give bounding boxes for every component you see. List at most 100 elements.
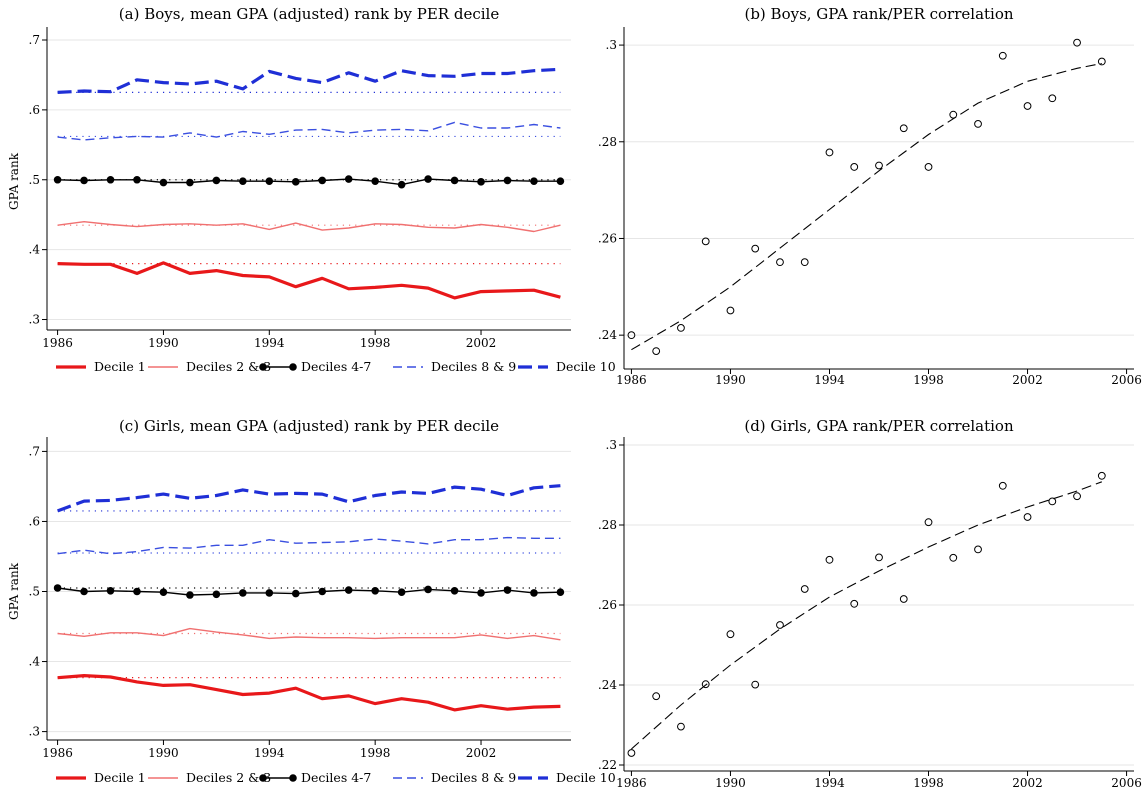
scatter-point — [800, 585, 809, 593]
legend-label-0: Decile 1 — [94, 359, 146, 374]
y-tick-label: .6 — [29, 103, 40, 117]
scatter-point — [701, 237, 710, 246]
scatter-point — [850, 163, 859, 171]
data-point — [371, 586, 379, 595]
scatter-point — [1048, 497, 1057, 506]
data-point — [424, 175, 432, 183]
x-tick-label: 1986 — [616, 373, 647, 387]
scatter-point — [776, 621, 784, 629]
y-tick-label: .4 — [29, 243, 41, 257]
data-point — [265, 589, 274, 597]
x-tick-label: 1994 — [814, 776, 845, 790]
y-tick-label: .28 — [598, 135, 617, 149]
y-tick-label: .3 — [606, 38, 617, 52]
scatter-point — [751, 680, 760, 689]
data-point — [344, 586, 353, 594]
data-point — [397, 588, 406, 597]
data-point — [53, 584, 62, 592]
data-point — [450, 176, 459, 185]
scatter-point — [899, 124, 908, 133]
fitted-curve — [631, 481, 1102, 750]
x-tick-label: 1994 — [254, 336, 285, 350]
legend-label-3: Deciles 8 & 9 — [431, 359, 516, 374]
y-axis-label: GPA rank — [7, 152, 21, 210]
series-line-3 — [57, 121, 561, 141]
scatter-point — [825, 148, 834, 157]
legend-marker — [289, 363, 297, 371]
x-tick-label: 1990 — [715, 373, 746, 387]
data-point — [212, 176, 221, 185]
data-point — [371, 177, 379, 185]
scatter-point — [825, 555, 834, 564]
x-tick-label: 1986 — [42, 746, 73, 760]
scatter-point — [850, 599, 859, 608]
x-tick-label: 1990 — [148, 336, 179, 350]
panel-d: (d) Girls, GPA rank/PER correlation .22 .2… — [598, 417, 1142, 790]
scatter-point — [701, 680, 710, 689]
legend-marker — [259, 363, 267, 371]
scatter-point — [875, 161, 883, 170]
y-axis-label: GPA rank — [7, 562, 21, 620]
scatter-point — [627, 331, 636, 340]
data-point — [80, 587, 88, 596]
series-line-1 — [57, 627, 561, 641]
y-tick-label: .7 — [29, 33, 40, 47]
scatter-point — [875, 553, 883, 562]
x-tick-label: 2002 — [1012, 776, 1043, 790]
panel-title: (d) Girls, GPA rank/PER correlation — [744, 417, 1014, 435]
scatter-point — [776, 258, 784, 267]
data-point — [80, 176, 88, 185]
data-point — [212, 590, 221, 599]
legend-label-4: Decile 10 — [556, 359, 616, 374]
y-tick-label: .4 — [29, 655, 41, 669]
data-point — [344, 175, 353, 183]
data-point — [239, 589, 247, 597]
panel-title: (a) Boys, mean GPA (adjusted) rank by PE… — [119, 5, 500, 23]
data-point — [239, 177, 247, 185]
scatter-point — [751, 244, 760, 253]
data-point — [556, 588, 565, 597]
panel-a: (a) Boys, mean GPA (adjusted) rank by PE… — [7, 5, 616, 374]
x-tick-label: 1986 — [42, 336, 73, 350]
series-line-4 — [57, 484, 561, 513]
y-tick-label: .22 — [598, 758, 617, 772]
data-point — [53, 175, 62, 184]
panel-c: (c) Girls, mean GPA (adjusted) rank by P… — [7, 417, 616, 785]
legend-label-1: Deciles 2 & 3 — [186, 359, 271, 374]
panel-title: (b) Boys, GPA rank/PER correlation — [744, 5, 1013, 23]
y-tick-label: .26 — [598, 231, 617, 245]
series-line-0 — [57, 261, 561, 300]
data-point — [106, 586, 115, 595]
data-point — [106, 175, 115, 184]
data-point — [133, 175, 141, 184]
scatter-point — [677, 324, 685, 332]
data-point — [159, 178, 168, 187]
data-point — [318, 587, 327, 596]
x-tick-label: 2002 — [466, 336, 497, 350]
scatter-point — [627, 749, 636, 757]
legend-label-3: Deciles 8 & 9 — [431, 770, 516, 785]
x-tick-label: 1990 — [715, 776, 746, 790]
scatter-point — [1048, 94, 1057, 103]
x-tick-label: 1998 — [360, 336, 391, 350]
series-line-2 — [57, 178, 561, 186]
fitted-curve — [631, 62, 1102, 351]
data-point — [450, 586, 459, 595]
scatter-point — [924, 163, 933, 171]
data-point — [477, 178, 485, 186]
panel-b: (b) Boys, GPA rank/PER correlation .24 .26… — [598, 5, 1142, 387]
scatter-point — [1097, 57, 1106, 66]
panel-title: (c) Girls, mean GPA (adjusted) rank by P… — [119, 417, 499, 435]
series-line-4 — [57, 67, 561, 94]
scatter-point — [726, 306, 735, 315]
scatter-point — [899, 595, 908, 603]
x-tick-label: 1990 — [148, 746, 179, 760]
series-line-3 — [57, 536, 561, 555]
scatter-point — [974, 545, 982, 554]
data-point — [186, 178, 194, 187]
scatter-point — [1073, 38, 1081, 47]
y-tick-label: .26 — [598, 598, 617, 612]
legend-label-2: Deciles 4-7 — [301, 770, 371, 785]
y-tick-label: .3 — [29, 313, 40, 327]
data-point — [291, 178, 300, 186]
